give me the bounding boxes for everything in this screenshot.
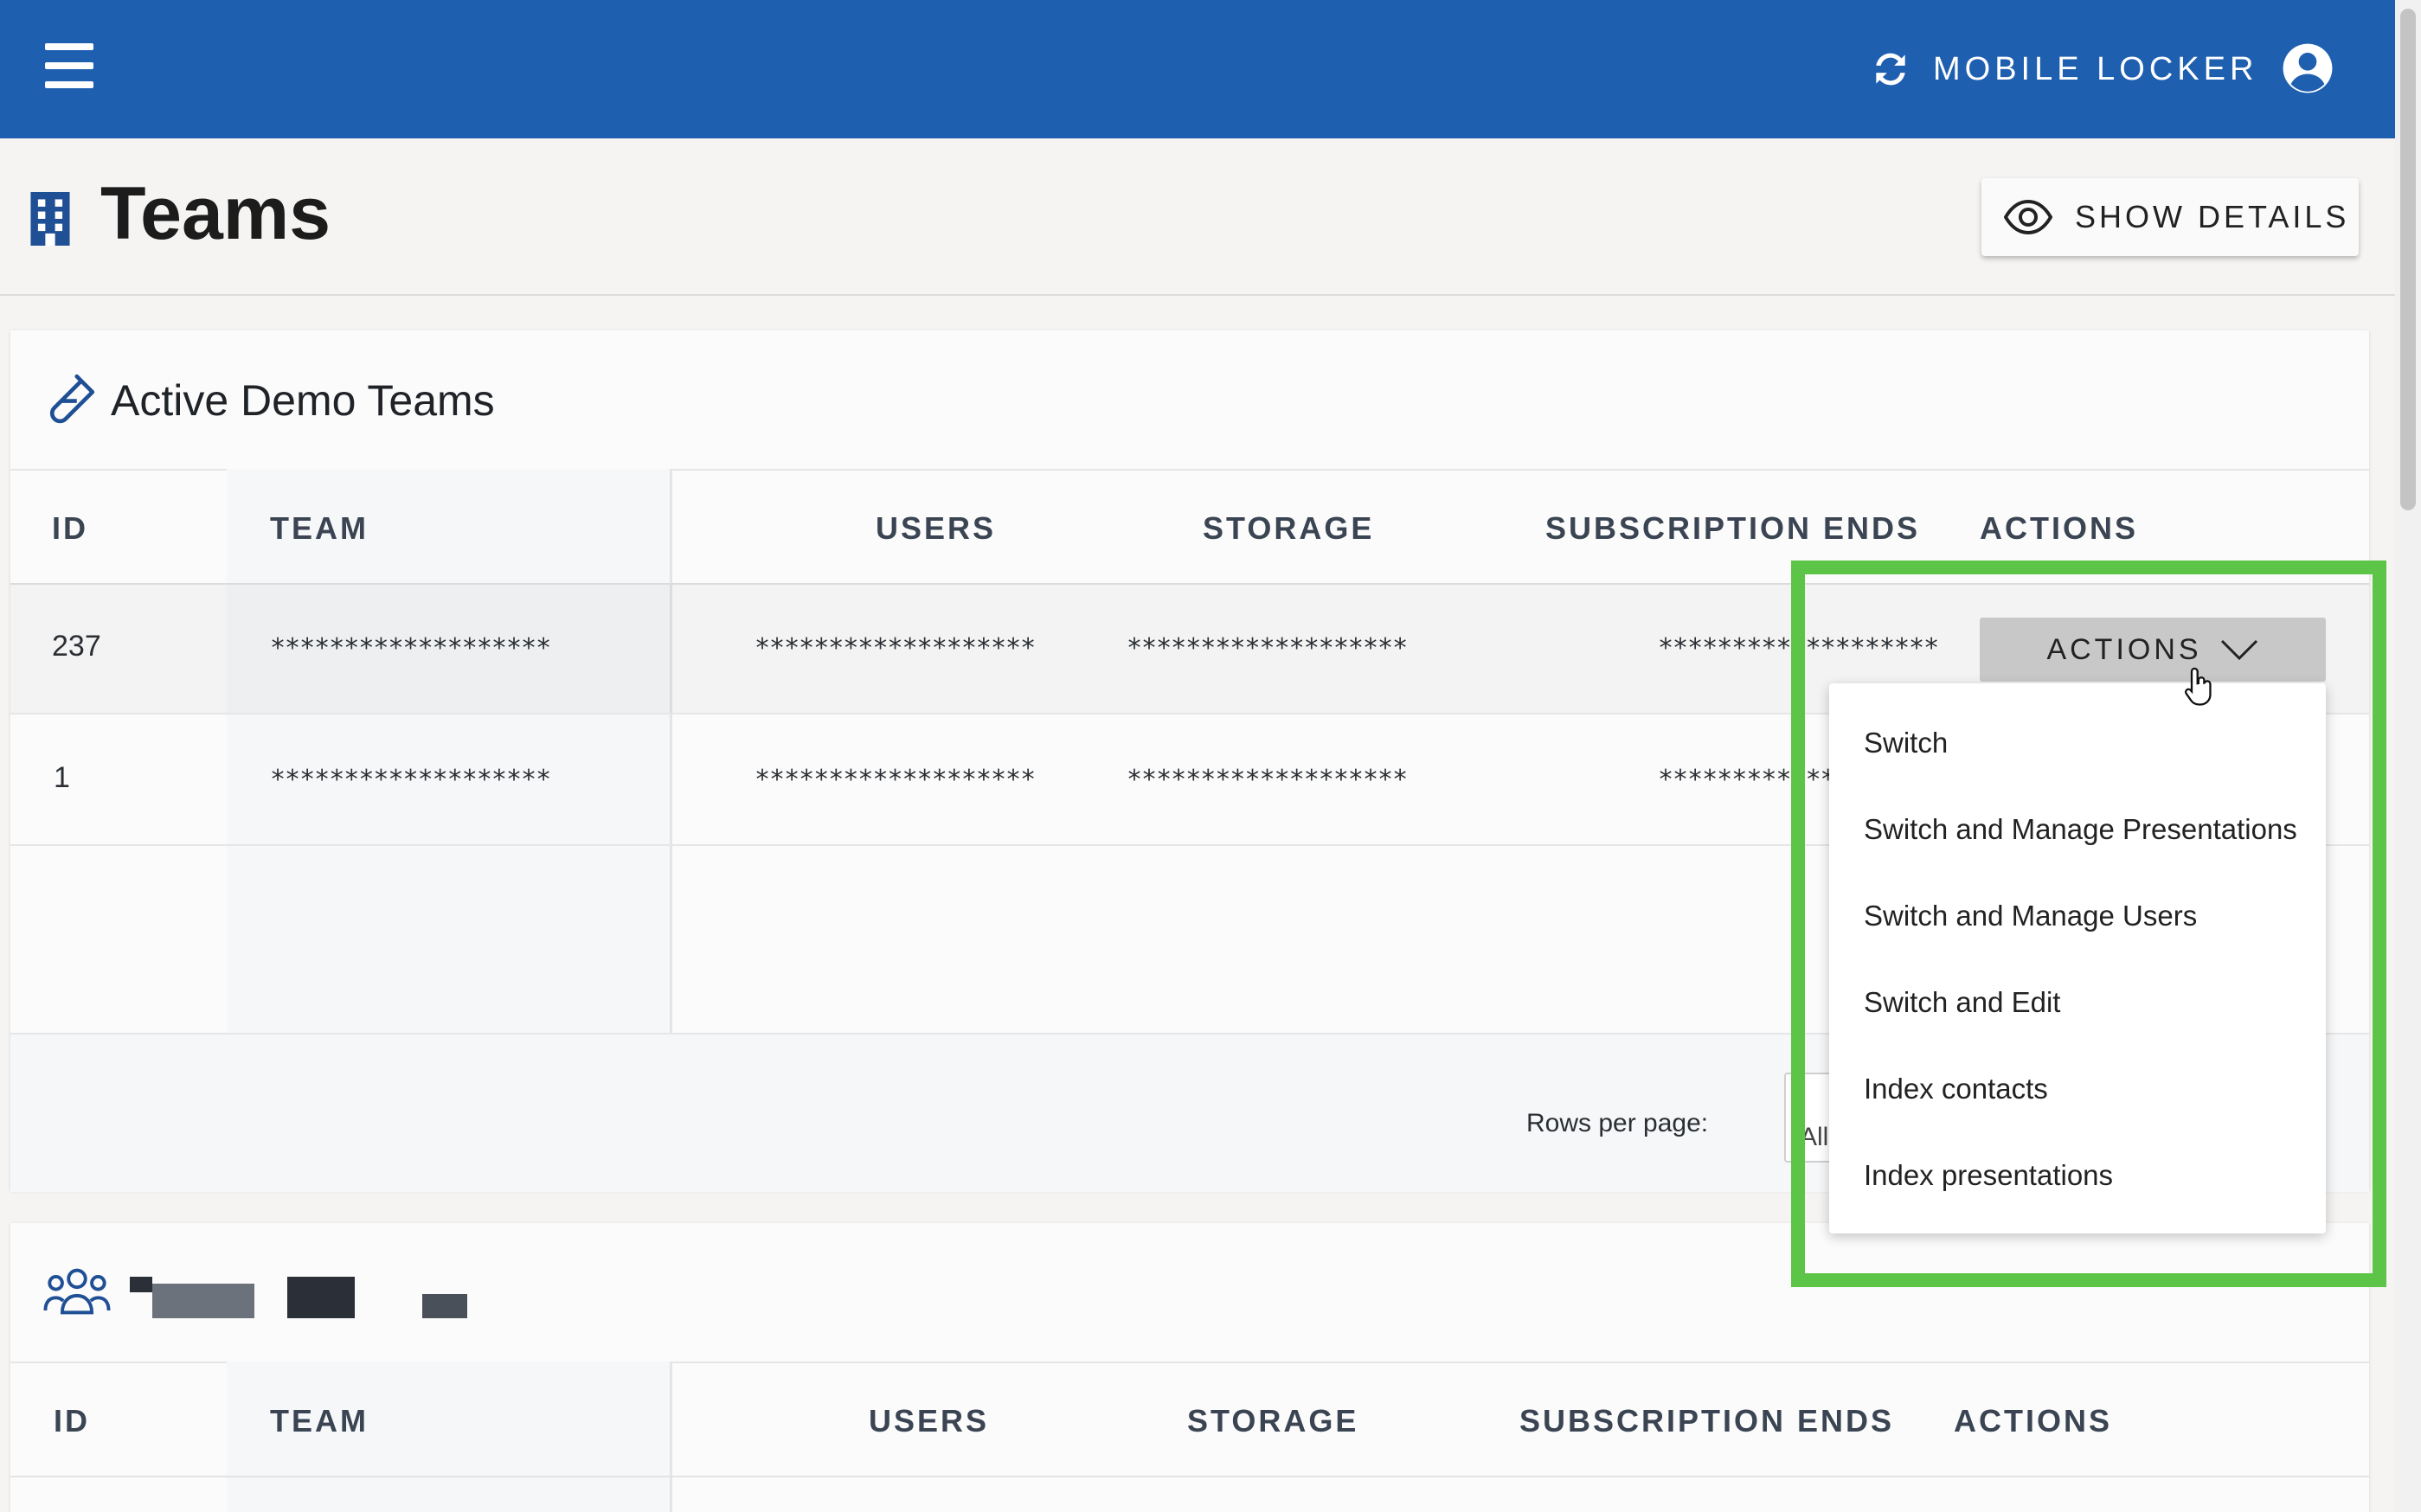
menu-item-switch-manage-presentations[interactable]: Switch and Manage Presentations	[1864, 813, 2297, 845]
menu-item-switch-and-edit[interactable]: Switch and Edit	[1864, 986, 2061, 1018]
actions-menu: Switch Switch and Manage Presentations S…	[1829, 683, 2326, 1233]
chevron-down-icon	[2220, 639, 2257, 661]
cell-team: *******************	[270, 765, 551, 795]
app-bar: MOBILE LOCKER	[0, 0, 2395, 138]
account-icon[interactable]	[2281, 42, 2334, 95]
column-header-subscription-ends[interactable]: SUBSCRIPTION ENDS	[1519, 1403, 1895, 1438]
column-header-team[interactable]: TEAM	[270, 1403, 369, 1438]
rows-per-page-value: All	[1800, 1123, 1829, 1151]
test-tube-icon	[49, 374, 95, 424]
column-header-actions: ACTIONS	[1954, 1403, 2112, 1438]
cell-subscription-ends: *******************	[1658, 633, 1939, 663]
column-header-users[interactable]: USERS	[869, 1403, 990, 1438]
page-title: Teams	[100, 172, 331, 255]
page-header: Teams SHOW DETAILS	[0, 138, 2395, 296]
cell-id: 237	[52, 630, 101, 663]
column-header-storage[interactable]: STORAGE	[1203, 510, 1375, 546]
table-row[interactable]: 237 ******************* ****************…	[10, 583, 2369, 714]
cell-users: *******************	[755, 765, 1036, 795]
hand-cursor-icon	[2184, 667, 2212, 706]
column-header-storage[interactable]: STORAGE	[1187, 1403, 1359, 1438]
actions-dropdown-button[interactable]: ACTIONS	[1980, 618, 2326, 682]
cell-id: 1	[54, 761, 70, 794]
menu-item-index-contacts[interactable]: Index contacts	[1864, 1073, 2048, 1105]
menu-item-switch[interactable]: Switch	[1864, 727, 1949, 759]
card-header	[10, 1223, 2369, 1363]
teams-card: ID TEAM USERS STORAGE SUBSCRIPTION ENDS …	[10, 1223, 2369, 1512]
users-group-icon	[43, 1268, 111, 1315]
table-header: ID TEAM USERS STORAGE SUBSCRIPTION ENDS …	[10, 1361, 2369, 1477]
card-header: Active Demo Teams	[10, 330, 2369, 471]
eye-icon	[2004, 200, 2052, 234]
column-header-subscription-ends[interactable]: SUBSCRIPTION ENDS	[1545, 510, 1921, 546]
cell-storage: *******************	[1127, 633, 1408, 663]
table-header: ID TEAM USERS STORAGE SUBSCRIPTION ENDS …	[10, 469, 2369, 585]
menu-item-index-presentations[interactable]: Index presentations	[1864, 1159, 2114, 1191]
mobile-locker-button[interactable]: MOBILE LOCKER	[1869, 43, 2257, 95]
menu-item-switch-manage-users[interactable]: Switch and Manage Users	[1864, 900, 2198, 932]
team-column-background	[227, 469, 672, 1033]
mobile-locker-label: MOBILE LOCKER	[1933, 50, 2258, 87]
column-header-users[interactable]: USERS	[876, 510, 997, 546]
card-title: Active Demo Teams	[111, 376, 495, 425]
cell-storage: *******************	[1127, 765, 1408, 795]
menu-icon[interactable]	[45, 43, 93, 93]
cell-team: *******************	[270, 633, 551, 663]
sync-icon	[1876, 53, 1905, 86]
redacted-title	[152, 1284, 254, 1318]
column-header-id[interactable]: ID	[52, 510, 88, 546]
redacted-title	[130, 1277, 152, 1292]
column-header-team[interactable]: TEAM	[270, 510, 369, 546]
team-column-background	[227, 1361, 672, 1512]
page-scrollbar[interactable]	[2395, 0, 2421, 1512]
actions-label: ACTIONS	[2046, 632, 2202, 666]
building-icon	[30, 192, 70, 246]
redacted-title	[422, 1294, 467, 1318]
column-header-id[interactable]: ID	[54, 1403, 90, 1438]
rows-per-page-label: Rows per page:	[1526, 1109, 1709, 1137]
column-header-actions: ACTIONS	[1980, 510, 2138, 546]
redacted-title	[287, 1277, 355, 1318]
show-details-button[interactable]: SHOW DETAILS	[1981, 178, 2359, 256]
show-details-label: SHOW DETAILS	[2075, 199, 2350, 234]
cell-users: *******************	[755, 633, 1036, 663]
